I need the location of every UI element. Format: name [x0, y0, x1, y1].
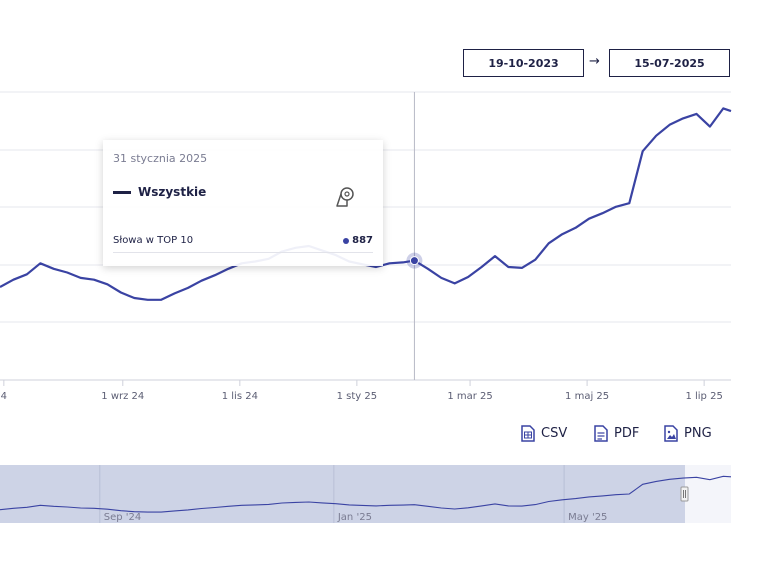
toilet-paper-icon [336, 187, 354, 207]
navigator-tick-label: Jan '25 [337, 512, 372, 523]
navigator-series-line [0, 475, 732, 513]
x-tick-label: 1 mar 25 [447, 391, 492, 402]
png-image-icon [664, 425, 678, 442]
pdf-file-icon [594, 425, 608, 442]
export-csv-button[interactable]: CSV [521, 425, 567, 442]
x-tick-label: 1 maj 25 [565, 391, 609, 402]
export-png-label: PNG [684, 426, 712, 441]
series-legend-dash [113, 190, 131, 194]
x-tick-label: 4 [1, 391, 7, 402]
navigator-handle-right[interactable] [680, 486, 689, 502]
export-pdf-label: PDF [614, 426, 640, 441]
tooltip-series: Wszystkie [113, 185, 373, 199]
date-to-field[interactable]: 15-07-2025 [609, 49, 730, 77]
export-csv-label: CSV [541, 426, 568, 441]
main-chart: 4 1 wrz 24 1 lis 24 1 sty 25 1 mar 25 1 maj 2… [0, 91, 732, 402]
tooltip-series-name: Wszystkie [138, 185, 207, 199]
date-from-field[interactable]: 19-10-2023 [463, 49, 584, 77]
tooltip-metric-row: Słowa w TOP 10 887 [113, 235, 373, 253]
x-tick-label: 1 wrz 24 [101, 391, 144, 402]
navigator[interactable]: Sep '24 Jan '25 May '25 [0, 465, 764, 525]
tooltip-metric-value-wrap: 887 [343, 235, 373, 246]
navigator-selection[interactable] [0, 465, 685, 523]
date-range-arrow: → [589, 54, 600, 69]
tooltip-metric-label: Słowa w TOP 10 [113, 235, 194, 246]
x-tick-label: 1 lis 24 [222, 391, 258, 402]
tooltip-date: 31 stycznia 2025 [113, 152, 208, 165]
hover-point[interactable] [409, 256, 419, 266]
series-dot [343, 237, 350, 244]
export-pdf-button[interactable]: PDF [594, 425, 639, 442]
navigator-tick-label: Sep '24 [104, 512, 142, 523]
csv-file-icon [521, 425, 535, 442]
tooltip-metric-value: 887 [352, 235, 373, 246]
navigator-tick-label: May '25 [568, 512, 607, 523]
x-tick-label: 1 lip 25 [685, 391, 722, 402]
x-tick-label: 1 sty 25 [337, 391, 378, 402]
chart-tooltip: 31 stycznia 2025 Wszystkie Słowa w TOP 1… [103, 140, 383, 266]
export-png-button[interactable]: PNG [664, 425, 712, 442]
